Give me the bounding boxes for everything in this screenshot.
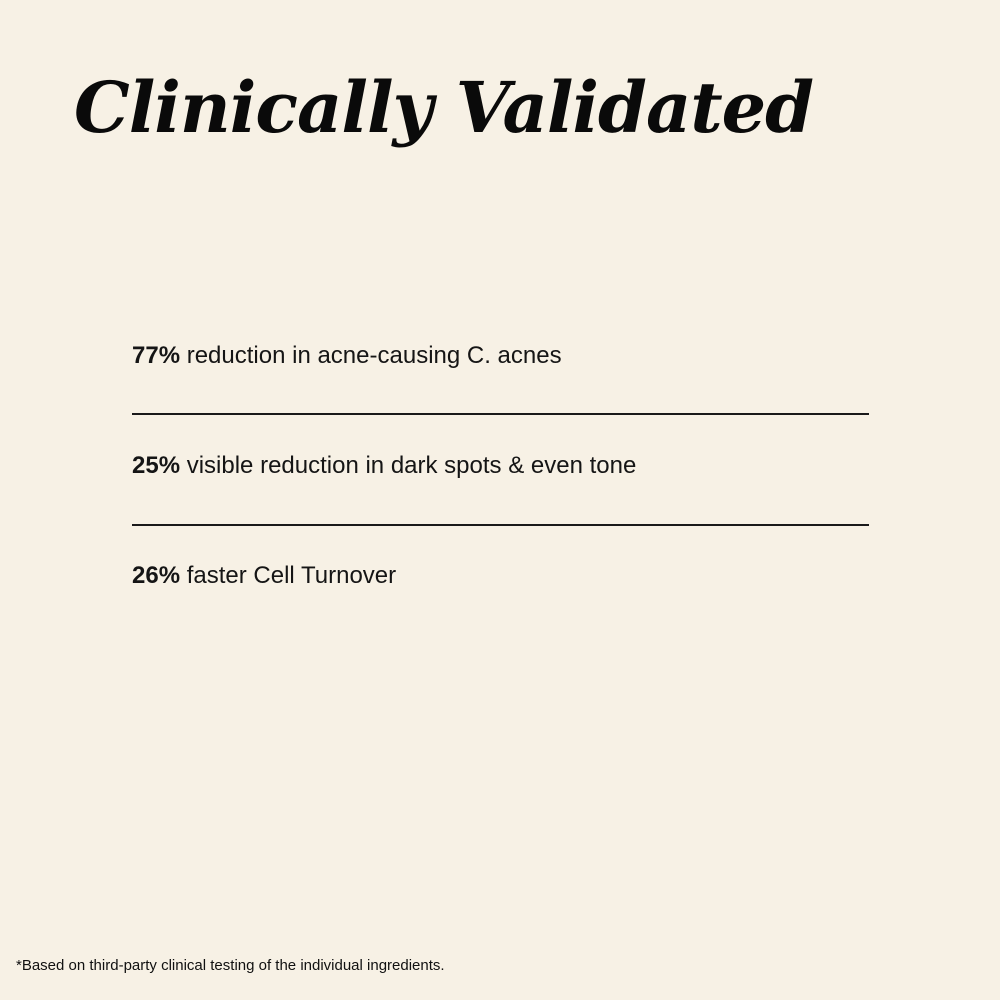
stat-value: 25% [132, 452, 181, 479]
stat-item: 77% reduction in acne-causing C. acnes [132, 342, 562, 370]
stat-text: visible reduction in dark spots & even t… [180, 452, 637, 479]
divider [132, 524, 869, 526]
divider [132, 413, 869, 415]
stat-value: 26% [132, 562, 181, 589]
stat-value: 77% [132, 342, 181, 369]
stat-item: 26% faster Cell Turnover [132, 562, 396, 590]
stat-item: 25% visible reduction in dark spots & ev… [132, 452, 636, 480]
page-title: Clinically Validated [74, 66, 814, 149]
footnote: *Based on third-party clinical testing o… [16, 957, 445, 974]
stat-text: reduction in acne-causing C. acnes [180, 342, 562, 369]
stat-text: faster Cell Turnover [180, 562, 397, 589]
